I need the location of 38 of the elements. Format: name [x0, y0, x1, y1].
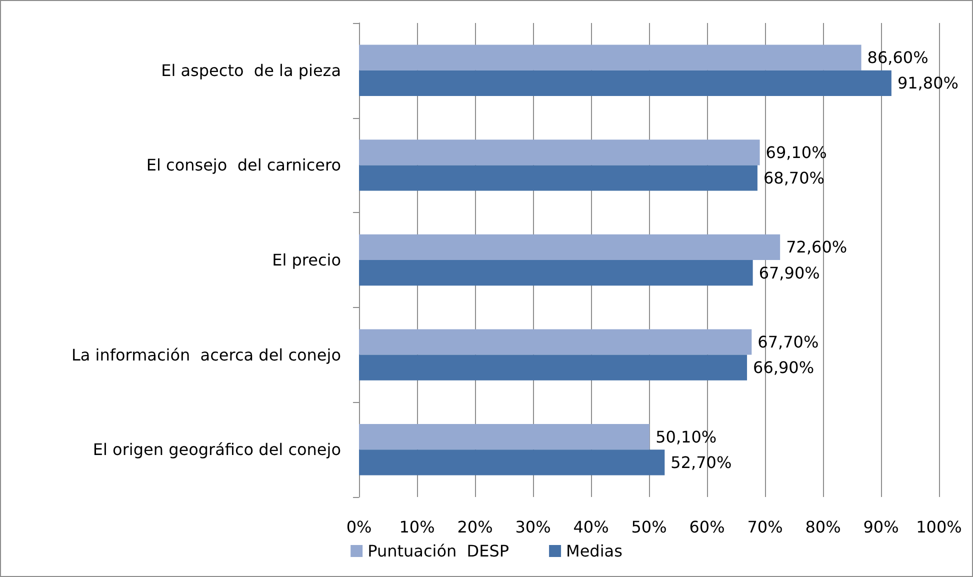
y-tick-label: El origen geográfico del conejo [92, 440, 341, 460]
bar [359, 260, 753, 286]
data-label: 52,70% [670, 452, 732, 472]
y-tick-label: La información acerca del conejo [71, 345, 341, 364]
data-label: 68,70% [763, 168, 824, 188]
bar [359, 234, 780, 260]
data-label: 50,10% [656, 427, 717, 446]
bar [359, 165, 758, 191]
x-tick-label: 80% [805, 518, 841, 536]
data-label: 72,60% [786, 238, 848, 257]
data-label: 91,80% [897, 74, 958, 93]
bar [359, 354, 748, 380]
x-tick-label: 60% [689, 518, 725, 536]
bar [359, 70, 892, 96]
x-tick-label: 90% [863, 518, 899, 536]
bar [359, 424, 650, 450]
bar [359, 329, 752, 355]
bar [359, 140, 760, 166]
y-tick-label: El precio [272, 250, 341, 270]
x-tick-label: 30% [515, 518, 551, 536]
x-tick-label: 70% [747, 518, 783, 536]
data-label: 69,10% [766, 142, 827, 162]
x-tick-label: 40% [573, 518, 609, 536]
y-tick-label: El aspecto de la pieza [161, 60, 341, 80]
legend-label: Puntuación DESP [368, 542, 510, 560]
data-label: 66,90% [753, 358, 814, 378]
bar [359, 450, 665, 476]
data-label: 67,70% [758, 332, 819, 352]
y-tick-label: El consejo del carnicero [146, 156, 341, 175]
x-tick-label: 100% [916, 518, 962, 536]
legend-label: Medias [566, 542, 622, 560]
bar [359, 44, 862, 70]
x-tick-label: 20% [457, 518, 493, 536]
x-tick-label: 0% [346, 518, 372, 536]
x-tick-label: 10% [399, 518, 435, 536]
data-label: 67,90% [758, 263, 820, 282]
x-tick-label: 50% [631, 518, 667, 536]
data-label: 86,60% [867, 48, 928, 68]
